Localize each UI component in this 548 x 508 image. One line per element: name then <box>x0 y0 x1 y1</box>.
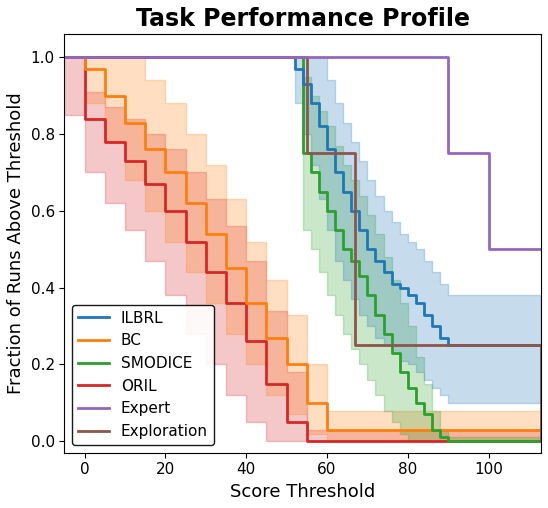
SMODICE <box>332 227 338 233</box>
Expert <box>486 246 492 252</box>
ILBRL <box>332 170 338 176</box>
SMODICE <box>429 427 435 433</box>
ORIL <box>82 116 88 122</box>
Title: Task Performance Profile: Task Performance Profile <box>136 7 470 31</box>
BC <box>162 170 169 176</box>
SMODICE <box>445 438 452 444</box>
Line: Exploration: Exploration <box>65 57 541 441</box>
ORIL <box>203 269 209 275</box>
SMODICE <box>292 54 298 60</box>
SMODICE <box>340 246 346 252</box>
SMODICE <box>356 273 363 279</box>
ILBRL <box>340 188 346 195</box>
Expert <box>486 150 492 156</box>
Exploration <box>283 54 290 60</box>
Line: ORIL: ORIL <box>65 57 541 441</box>
Exploration <box>538 438 544 444</box>
SMODICE <box>283 54 290 60</box>
ILBRL <box>429 323 435 329</box>
SMODICE <box>61 54 68 60</box>
Line: ILBRL: ILBRL <box>65 57 541 345</box>
BC <box>324 427 330 433</box>
BC <box>304 400 310 406</box>
ORIL <box>243 338 249 344</box>
ILBRL <box>283 54 290 60</box>
BC <box>142 146 149 152</box>
BC <box>182 200 189 206</box>
ILBRL <box>307 101 314 107</box>
BC <box>82 66 88 72</box>
ORIL <box>142 181 149 187</box>
SMODICE <box>413 400 419 406</box>
Exploration <box>304 150 310 156</box>
ORIL <box>283 419 290 425</box>
SMODICE <box>316 188 322 195</box>
ILBRL <box>413 300 419 306</box>
SMODICE <box>380 331 387 337</box>
BC <box>222 266 229 272</box>
ORIL <box>222 300 229 306</box>
Expert <box>61 54 68 60</box>
BC <box>283 361 290 367</box>
ORIL <box>182 239 189 245</box>
Line: SMODICE: SMODICE <box>65 57 541 441</box>
SMODICE <box>421 411 427 418</box>
ORIL <box>263 380 270 387</box>
Exploration <box>352 342 358 348</box>
ILBRL <box>348 208 355 214</box>
ILBRL <box>372 258 379 264</box>
ILBRL <box>445 342 452 348</box>
ILBRL <box>404 292 411 298</box>
ORIL <box>304 438 310 444</box>
SMODICE <box>324 208 330 214</box>
ILBRL <box>299 81 306 87</box>
BC <box>203 231 209 237</box>
Expert <box>283 54 290 60</box>
ILBRL <box>356 227 363 233</box>
ILBRL <box>380 269 387 275</box>
SMODICE <box>538 438 544 444</box>
ILBRL <box>364 246 370 252</box>
Y-axis label: Fraction of Runs Above Threshold: Fraction of Runs Above Threshold <box>7 92 25 394</box>
ILBRL <box>324 146 330 152</box>
ORIL <box>538 438 544 444</box>
Expert <box>445 150 452 156</box>
ORIL <box>101 139 108 145</box>
SMODICE <box>307 170 314 176</box>
ILBRL <box>316 123 322 130</box>
SMODICE <box>396 369 403 375</box>
BC <box>122 119 128 125</box>
SMODICE <box>299 150 306 156</box>
X-axis label: Score Threshold: Score Threshold <box>230 483 375 501</box>
Line: Expert: Expert <box>65 57 541 249</box>
Line: BC: BC <box>65 57 541 430</box>
Exploration <box>352 342 358 348</box>
SMODICE <box>389 350 395 356</box>
BC <box>101 92 108 99</box>
ORIL <box>61 54 68 60</box>
ILBRL <box>396 284 403 291</box>
BC <box>538 427 544 433</box>
Expert <box>538 246 544 252</box>
BC <box>61 54 68 60</box>
Exploration <box>61 54 68 60</box>
SMODICE <box>437 434 443 440</box>
BC <box>263 335 270 341</box>
ORIL <box>162 208 169 214</box>
ORIL <box>122 158 128 164</box>
ILBRL <box>421 311 427 318</box>
SMODICE <box>404 385 411 391</box>
ILBRL <box>292 66 298 72</box>
ILBRL <box>538 342 544 348</box>
SMODICE <box>348 258 355 264</box>
SMODICE <box>364 292 370 298</box>
Exploration <box>304 150 310 156</box>
BC <box>243 300 249 306</box>
Expert <box>445 54 452 60</box>
ILBRL <box>389 281 395 287</box>
ILBRL <box>437 335 443 341</box>
SMODICE <box>372 311 379 318</box>
Legend: ILBRL, BC, SMODICE, ORIL, Expert, Exploration: ILBRL, BC, SMODICE, ORIL, Expert, Explor… <box>72 305 214 445</box>
ILBRL <box>61 54 68 60</box>
